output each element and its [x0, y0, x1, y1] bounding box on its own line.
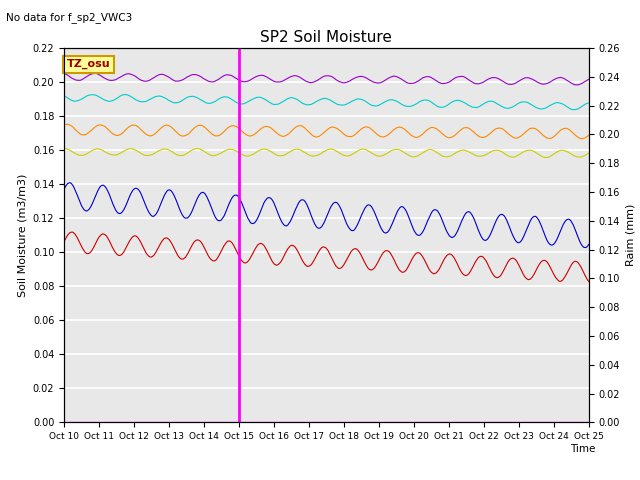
sp2_VWC1 [301, 262, 309, 268]
sp2_VWC7 [60, 93, 68, 98]
sp2_VWC4 [60, 122, 68, 128]
sp2_VWC4 [585, 132, 593, 138]
Line: sp2_VWC7: sp2_VWC7 [64, 95, 589, 109]
sp2_VWC6 [60, 71, 68, 76]
sp2_VWC1 [570, 259, 577, 265]
sp2_VWC4 [301, 126, 309, 132]
Legend: sp2_VWC1, sp2_VWC2, sp2_VWC4, sp2_VWC5, sp2_VWC6, sp2_VWC7, sp2_Rain: sp2_VWC1, sp2_VWC2, sp2_VWC4, sp2_VWC5, … [38, 476, 531, 480]
sp2_VWC2 [66, 180, 74, 186]
sp2_VWC6 [474, 81, 481, 87]
Y-axis label: Raim (mm): Raim (mm) [626, 204, 636, 266]
sp2_VWC5 [570, 153, 578, 158]
sp2_VWC5 [301, 150, 309, 156]
sp2_VWC4 [570, 131, 578, 137]
Text: No data for f_sp2_VWC3: No data for f_sp2_VWC3 [6, 12, 132, 23]
sp2_VWC2 [60, 187, 68, 192]
sp2_VWC5 [543, 155, 550, 160]
sp2_VWC6 [585, 76, 593, 82]
sp2_VWC2 [301, 199, 309, 205]
sp2_VWC7 [87, 92, 95, 97]
sp2_VWC2 [87, 203, 95, 209]
sp2_VWC6 [570, 82, 578, 87]
sp2_VWC1 [60, 239, 68, 245]
Y-axis label: Soil Moisture (m3/m3): Soil Moisture (m3/m3) [17, 173, 27, 297]
sp2_VWC7 [570, 107, 577, 112]
sp2_VWC6 [573, 82, 581, 88]
sp2_VWC6 [570, 82, 577, 87]
sp2_VWC1 [570, 259, 578, 265]
sp2_VWC7 [122, 92, 129, 97]
sp2_VWC2 [316, 225, 323, 231]
sp2_VWC4 [63, 121, 70, 127]
sp2_VWC4 [570, 131, 577, 136]
sp2_VWC5 [570, 153, 578, 159]
sp2_VWC2 [474, 225, 481, 231]
sp2_VWC7 [316, 97, 323, 103]
sp2_VWC6 [91, 71, 99, 76]
sp2_VWC1 [474, 256, 481, 262]
sp2_VWC4 [316, 133, 323, 139]
Title: SP2 Soil Moisture: SP2 Soil Moisture [260, 30, 392, 46]
sp2_VWC5 [316, 152, 323, 157]
sp2_VWC5 [474, 153, 481, 159]
sp2_VWC1 [68, 229, 76, 235]
sp2_VWC1 [585, 278, 593, 284]
sp2_VWC4 [579, 136, 586, 142]
Line: sp2_VWC1: sp2_VWC1 [64, 232, 589, 281]
sp2_VWC2 [581, 245, 589, 251]
sp2_VWC6 [301, 78, 309, 84]
Text: Time: Time [570, 444, 595, 454]
sp2_VWC5 [585, 150, 593, 156]
sp2_VWC4 [474, 132, 481, 138]
sp2_VWC2 [570, 223, 577, 228]
Line: sp2_VWC2: sp2_VWC2 [64, 183, 589, 248]
Line: sp2_VWC4: sp2_VWC4 [64, 124, 589, 139]
sp2_VWC6 [316, 76, 323, 82]
sp2_VWC2 [585, 241, 593, 247]
Line: sp2_VWC5: sp2_VWC5 [64, 148, 589, 157]
Line: sp2_VWC6: sp2_VWC6 [64, 73, 589, 85]
sp2_VWC1 [316, 248, 323, 253]
sp2_VWC1 [87, 249, 95, 254]
sp2_VWC5 [193, 145, 201, 151]
Text: TZ_osu: TZ_osu [67, 59, 110, 70]
sp2_VWC5 [87, 148, 95, 154]
sp2_VWC2 [570, 223, 578, 229]
sp2_VWC7 [301, 102, 309, 108]
sp2_VWC7 [570, 107, 578, 112]
sp2_VWC6 [87, 72, 95, 77]
sp2_VWC7 [570, 107, 578, 112]
sp2_VWC7 [474, 104, 481, 110]
sp2_VWC4 [87, 128, 95, 133]
sp2_VWC5 [60, 145, 68, 151]
sp2_VWC7 [585, 100, 593, 106]
